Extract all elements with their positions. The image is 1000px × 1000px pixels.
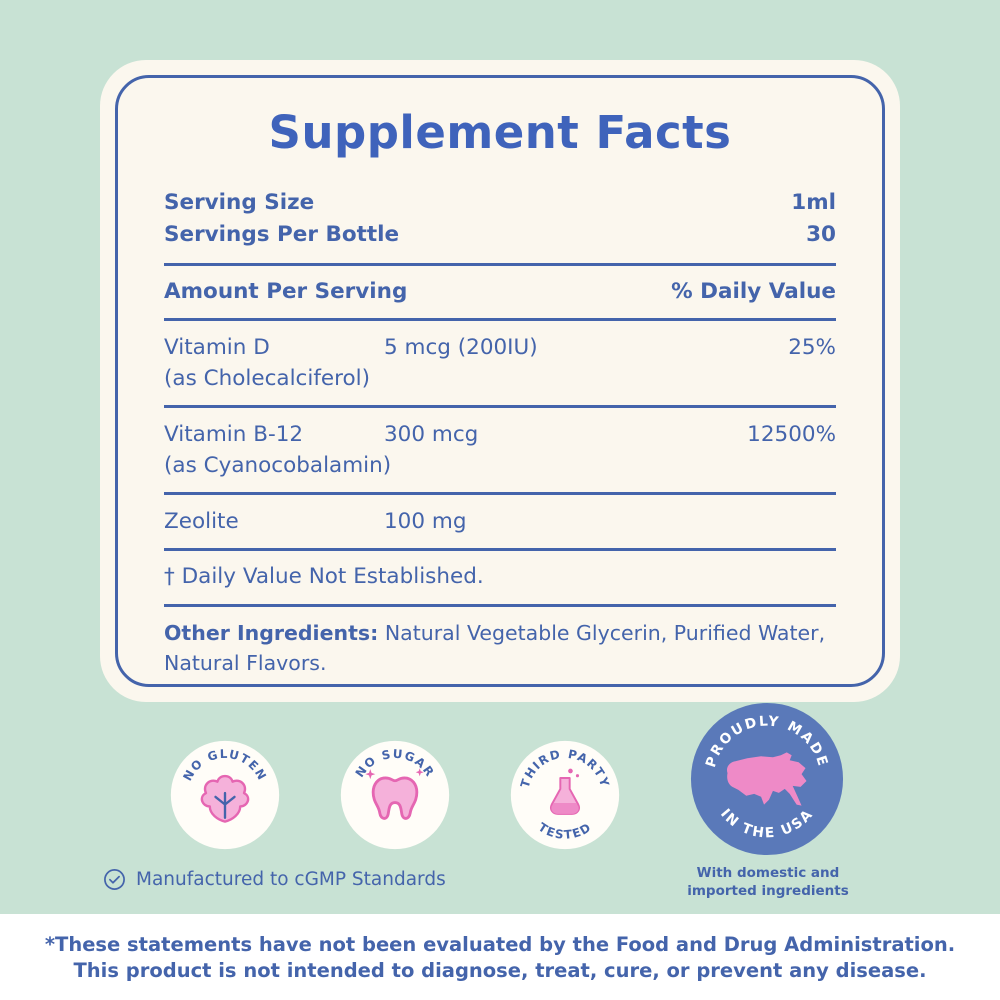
servings-per-bottle-value: 30	[806, 222, 836, 248]
nutrient-name: Vitamin B-12	[164, 421, 304, 447]
amount-per-serving-header: Amount Per Serving	[164, 278, 408, 304]
divider	[164, 603, 836, 607]
servings-per-bottle-row: Servings Per Bottle 30	[164, 219, 836, 251]
other-ingredients-label: Other Ingredients:	[164, 620, 379, 645]
nutrient-row-vitamin-b12: Vitamin B-12 300 mcg 12500% (as Cyanocob…	[164, 419, 836, 481]
nutrient-name: Zeolite	[164, 509, 239, 535]
divider	[164, 492, 836, 496]
divider	[164, 262, 836, 266]
flask-icon	[550, 768, 580, 815]
leaf-icon	[200, 774, 250, 823]
tested-arc-text: TESTED	[536, 820, 593, 842]
daily-value-footnote: † Daily Value Not Established.	[164, 564, 484, 590]
check-circle-icon	[104, 869, 125, 890]
nutrient-subname: (as Cyanocobalamin)	[164, 453, 392, 479]
divider	[164, 317, 836, 321]
panel-title: Supplement Facts	[268, 106, 732, 159]
usa-subtext: With domestic and imported ingredients	[668, 864, 868, 900]
nutrient-row-zeolite: Zeolite 100 mg	[164, 506, 836, 537]
disclaimer-line1: *These statements have not been evaluate…	[44, 932, 956, 956]
svg-text:TESTED: TESTED	[536, 820, 594, 842]
usa-subtext-line1: With domestic and	[696, 865, 840, 881]
nutrient-amount: 100 mg	[384, 509, 467, 535]
usa-subtext-line2: imported ingredients	[687, 883, 849, 900]
nutrient-dv: 25%	[788, 334, 836, 360]
badge-no-gluten: NO GLUTEN	[170, 740, 280, 850]
other-ingredients-text: Natural Vegetable Glycerin, Purified Wat…	[164, 620, 826, 676]
divider	[164, 548, 836, 552]
serving-size-value: 1ml	[791, 190, 836, 215]
disclaimer-bar: *These statements have not been evaluate…	[0, 914, 1000, 1000]
nutrient-dv: 12500%	[747, 421, 836, 447]
cgmp-text: Manufactured to cGMP Standards	[136, 869, 446, 890]
servings-per-bottle-label: Servings Per Bottle	[164, 222, 400, 248]
badge-no-sugar: NO SUGAR	[340, 740, 450, 850]
usa-map-icon	[726, 752, 807, 806]
serving-size-row: Serving Size 1ml	[164, 187, 836, 219]
serving-size-label: Serving Size	[164, 190, 315, 215]
supplement-facts-panel: Supplement Facts Serving Size 1ml Servin…	[100, 60, 900, 702]
badge-third-party-tested: THIRD PARTY TESTED	[510, 740, 620, 850]
cgmp-row: Manufactured to cGMP Standards	[103, 868, 446, 891]
table-header-row: Amount Per Serving % Daily Value	[164, 277, 836, 307]
disclaimer-line2: This product is not intended to diagnose…	[73, 958, 927, 982]
divider	[164, 404, 836, 408]
daily-value-header: % Daily Value	[671, 278, 836, 304]
panel-border: Supplement Facts Serving Size 1ml Servin…	[115, 75, 885, 687]
tooth-icon	[365, 768, 424, 820]
nutrient-name: Vitamin D	[164, 334, 270, 360]
nutrient-subname: (as Cholecalciferol)	[164, 365, 371, 391]
nutrient-amount: 5 mcg (200IU)	[384, 334, 538, 360]
nutrient-amount: 300 mcg	[384, 421, 479, 447]
nutrient-dv	[686, 506, 836, 537]
badge-made-in-usa: PROUDLY MADE IN THE USA	[690, 702, 844, 856]
nutrient-row-vitamin-d: Vitamin D 5 mcg (200IU) 25% (as Cholecal…	[164, 332, 836, 394]
serving-info: Serving Size 1ml Servings Per Bottle 30	[164, 187, 836, 252]
other-ingredients: Other Ingredients: Natural Vegetable Gly…	[164, 618, 836, 680]
